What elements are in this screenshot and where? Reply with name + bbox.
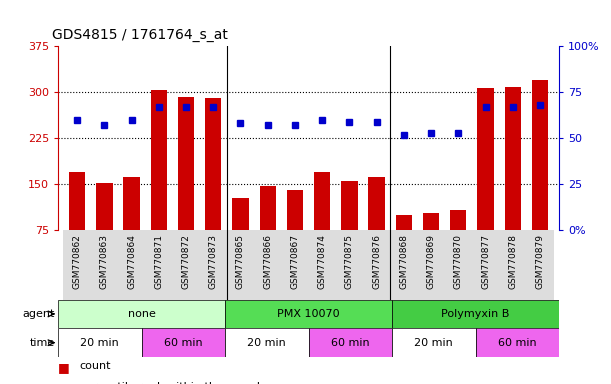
Text: GSM770879: GSM770879 — [535, 234, 544, 289]
Text: GSM770876: GSM770876 — [372, 234, 381, 289]
Bar — [472, 230, 499, 300]
Text: GSM770874: GSM770874 — [318, 234, 327, 289]
Text: GSM770867: GSM770867 — [290, 234, 299, 289]
Bar — [314, 172, 331, 276]
Text: 20 min: 20 min — [414, 338, 453, 348]
Bar — [281, 230, 309, 300]
Bar — [58, 328, 142, 357]
Text: count: count — [79, 361, 111, 371]
Bar — [341, 181, 357, 276]
Bar — [368, 177, 385, 276]
Text: Polymyxin B: Polymyxin B — [441, 309, 510, 319]
Bar — [254, 230, 281, 300]
Bar — [336, 230, 363, 300]
Bar — [477, 88, 494, 276]
Bar — [309, 328, 392, 357]
Bar — [445, 230, 472, 300]
Bar — [225, 300, 392, 328]
Bar — [527, 230, 554, 300]
Bar — [232, 199, 249, 276]
Bar — [499, 230, 527, 300]
Bar — [90, 230, 118, 300]
Text: GSM770866: GSM770866 — [263, 234, 273, 289]
Text: ■: ■ — [58, 361, 70, 374]
Bar — [392, 300, 559, 328]
Bar — [123, 177, 140, 276]
Text: GSM770865: GSM770865 — [236, 234, 245, 289]
Text: 20 min: 20 min — [247, 338, 286, 348]
Bar — [178, 97, 194, 276]
Bar — [58, 300, 225, 328]
Bar — [475, 328, 559, 357]
Text: GSM770869: GSM770869 — [426, 234, 436, 289]
Text: agent: agent — [23, 309, 55, 319]
Text: 60 min: 60 min — [498, 338, 536, 348]
Text: GSM770875: GSM770875 — [345, 234, 354, 289]
Bar — [69, 172, 86, 276]
Bar — [287, 190, 303, 276]
Text: GSM770863: GSM770863 — [100, 234, 109, 289]
Bar — [142, 328, 225, 357]
Text: percentile rank within the sample: percentile rank within the sample — [79, 382, 267, 384]
Bar — [145, 230, 172, 300]
Text: GSM770877: GSM770877 — [481, 234, 490, 289]
Text: GSM770870: GSM770870 — [454, 234, 463, 289]
Bar — [423, 213, 439, 276]
Bar — [118, 230, 145, 300]
Bar — [172, 230, 200, 300]
Bar — [227, 230, 254, 300]
Bar — [505, 87, 521, 276]
Bar — [309, 230, 336, 300]
Text: GSM770862: GSM770862 — [73, 234, 82, 289]
Text: GSM770878: GSM770878 — [508, 234, 518, 289]
Text: GSM770868: GSM770868 — [400, 234, 408, 289]
Bar — [151, 90, 167, 276]
Text: GSM770864: GSM770864 — [127, 234, 136, 289]
Text: GSM770871: GSM770871 — [155, 234, 163, 289]
Bar — [417, 230, 445, 300]
Bar — [363, 230, 390, 300]
Bar — [396, 215, 412, 276]
Bar — [225, 328, 309, 357]
Bar — [390, 230, 417, 300]
Bar — [392, 328, 475, 357]
Text: GSM770873: GSM770873 — [209, 234, 218, 289]
Text: 60 min: 60 min — [164, 338, 203, 348]
Text: PMX 10070: PMX 10070 — [277, 309, 340, 319]
Bar — [205, 98, 221, 276]
Bar — [450, 210, 466, 276]
Bar — [260, 185, 276, 276]
Text: 20 min: 20 min — [81, 338, 119, 348]
Text: time: time — [30, 338, 55, 348]
Bar — [532, 80, 548, 276]
Bar — [200, 230, 227, 300]
Text: none: none — [128, 309, 155, 319]
Text: ■: ■ — [58, 382, 70, 384]
Text: GDS4815 / 1761764_s_at: GDS4815 / 1761764_s_at — [52, 28, 228, 42]
Bar — [96, 183, 112, 276]
Text: 60 min: 60 min — [331, 338, 370, 348]
Bar — [64, 230, 90, 300]
Text: GSM770872: GSM770872 — [181, 234, 191, 289]
